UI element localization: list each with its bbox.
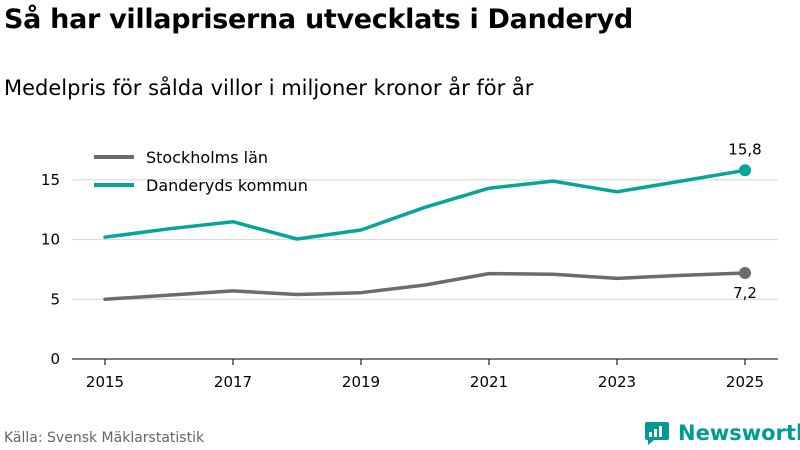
legend: Stockholms län Danderyds kommun — [94, 148, 308, 195]
y-tick-label: 15 — [41, 171, 60, 189]
series-line-danderyds-kommun — [103, 168, 747, 241]
x-tick-label: 2023 — [598, 373, 636, 391]
y-tick-label: 5 — [50, 290, 60, 308]
x-tick-label: 2021 — [470, 373, 508, 391]
x-tick-label: 2015 — [86, 373, 124, 391]
grid-lines — [72, 179, 778, 300]
end-value-label: 7,2 — [733, 284, 757, 302]
x-tick-label: 2017 — [214, 373, 252, 391]
legend-label: Danderyds kommun — [146, 176, 308, 195]
source-note: Källa: Svensk Mäklarstatistik — [4, 430, 205, 446]
chart-title: Så har villapriserna utvecklats i Dander… — [4, 4, 633, 35]
brand-name: Newsworthy — [678, 421, 800, 445]
series-line-stockholms-lan — [103, 271, 747, 302]
x-tick-label: 2019 — [342, 373, 380, 391]
chart-subtitle: Medelpris för sålda villor i miljoner kr… — [4, 76, 534, 100]
series-end-point — [739, 267, 751, 280]
legend-label: Stockholms län — [146, 148, 268, 167]
x-axis: 2015 2017 2019 2021 2023 2025 — [72, 358, 778, 391]
y-axis-ticks: 0 5 10 15 — [41, 171, 60, 368]
x-tick-label: 2025 — [726, 373, 764, 391]
y-tick-label: 0 — [50, 350, 60, 368]
end-value-label: 15,8 — [728, 140, 761, 158]
newsworthy-logo-icon — [645, 422, 669, 445]
brand-logo: Newsworthy — [644, 420, 800, 446]
series-end-point — [739, 164, 751, 177]
y-tick-label: 10 — [41, 231, 60, 249]
series-lines: 7,2 15,8 — [103, 140, 762, 302]
